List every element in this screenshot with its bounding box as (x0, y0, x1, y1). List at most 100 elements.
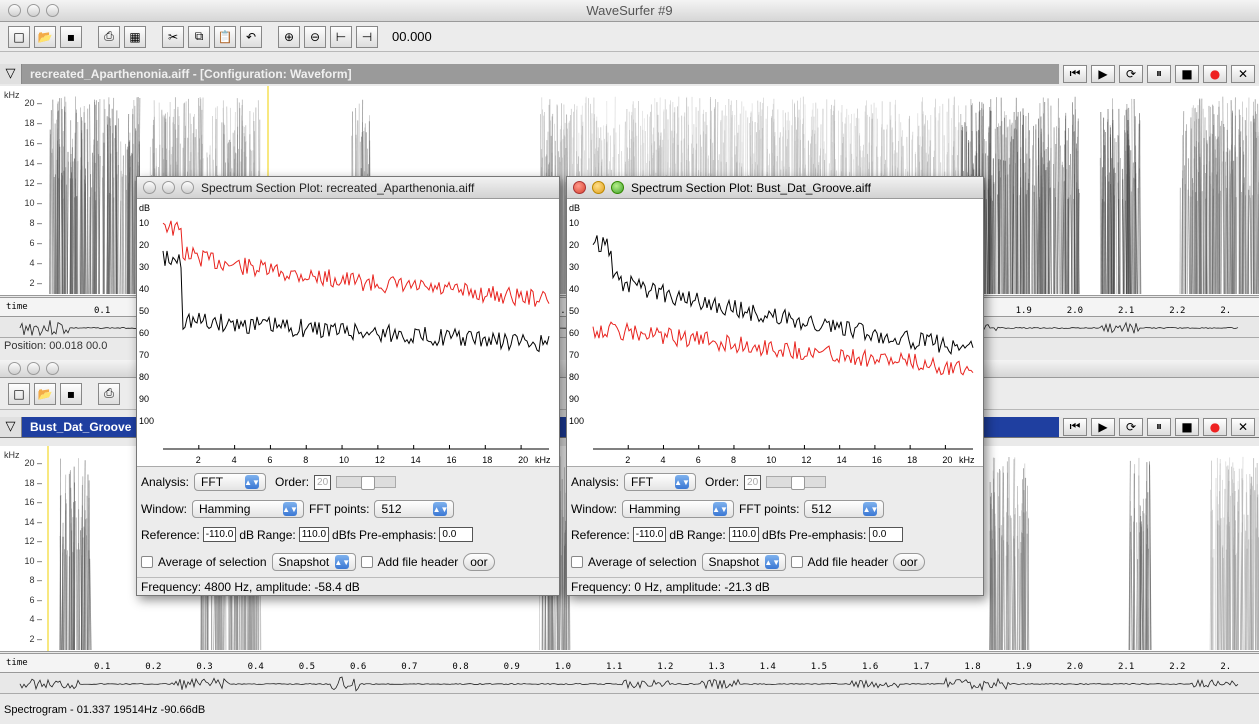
snapshot-select[interactable]: Snapshot ▲▼ (701, 553, 786, 571)
preemphasis-field[interactable]: 0.0 (439, 527, 474, 542)
zoom-light-icon[interactable] (611, 181, 624, 194)
add-header-checkbox[interactable] (790, 556, 803, 568)
undo-icon[interactable]: ↶ (240, 25, 262, 48)
time-axis-track2: time 0.1 0.2 0.3 0.4 0.5 0.6 0.7 0.8 0.9 1.0 1.1 1.… (0, 653, 1259, 673)
open-folder-icon[interactable]: 📂 (34, 382, 56, 405)
minimize-light-icon[interactable] (27, 4, 40, 17)
close-light-icon[interactable] (8, 4, 21, 17)
new-file-icon[interactable]: □ (8, 25, 30, 48)
order-slider[interactable] (336, 476, 397, 490)
reference-field[interactable]: -110.0 (632, 527, 667, 542)
average-checkbox[interactable] (571, 556, 583, 568)
minimize-light-icon[interactable] (592, 181, 605, 194)
order-field[interactable]: 20 (314, 474, 332, 490)
spectrum-plot-2[interactable]: dB 10 20 30 40 50 60 70 80 90 100 2 4 6 8 10 12 14 16 18 20 k… (567, 199, 983, 467)
spectrum-plot-1[interactable]: dB 10 20 30 40 50 60 70 80 90 100 2 4 6 8 10 12 14 16 18 20 k… (137, 199, 559, 467)
close-track-icon[interactable]: ✕ (1231, 64, 1255, 83)
record-icon[interactable]: ● (1203, 417, 1227, 436)
window-select[interactable]: Hamming ▲▼ (622, 500, 735, 518)
window-select[interactable]: Hamming ▲▼ (192, 500, 305, 518)
save-icon[interactable]: ▪ (60, 382, 82, 405)
range-field[interactable]: 110.0 (298, 527, 330, 542)
spectrogram-stroke (563, 543, 566, 651)
spectrogram-stroke (121, 176, 124, 295)
zoom-out-icon[interactable]: ⊖ (304, 25, 326, 48)
print-icon[interactable]: ⎙ (98, 25, 120, 48)
spectrogram-stroke (1213, 114, 1216, 295)
copy-icon[interactable]: ⧉ (188, 25, 210, 48)
close-light-icon[interactable] (8, 362, 21, 375)
spectrogram-stroke (1142, 531, 1145, 651)
print-icon[interactable]: ⎙ (98, 382, 120, 405)
minimize-light-icon[interactable] (162, 181, 175, 194)
preemphasis-field[interactable]: 0.0 (869, 527, 904, 542)
rewind-icon[interactable]: ⏮ (1063, 417, 1087, 436)
minimize-light-icon[interactable] (27, 362, 40, 375)
spectrogram-stroke (1073, 114, 1076, 295)
snapshot-select[interactable]: Snapshot ▲▼ (271, 553, 356, 571)
new-file-icon[interactable]: □ (8, 382, 30, 405)
order-slider[interactable] (766, 476, 827, 490)
record-icon[interactable]: ● (1203, 64, 1227, 83)
close-light-icon[interactable] (573, 181, 586, 194)
spectrogram-stroke (128, 132, 131, 295)
spectrogram-stroke (89, 558, 92, 651)
zoom-light-icon[interactable] (46, 4, 59, 17)
play-loop-icon[interactable]: ⟳ (1119, 64, 1143, 83)
analysis-select[interactable]: FFT ▲▼ (624, 473, 697, 491)
spectrogram-stroke (1216, 171, 1218, 295)
waveform-overview-track2[interactable] (0, 674, 1259, 694)
stop-icon[interactable]: ■ (1175, 64, 1199, 83)
pause-icon[interactable]: ⏸ (1147, 417, 1171, 436)
time-tick-label: 0.1 (94, 306, 111, 316)
spectrogram-stroke (1009, 124, 1012, 295)
collapse-triangle-icon[interactable]: ▽ (0, 63, 22, 84)
zoom-light-icon[interactable] (181, 181, 194, 194)
range-field[interactable]: 110.0 (728, 527, 760, 542)
zoom-to-selection-icon[interactable]: ⊢ (330, 25, 352, 48)
stop-icon[interactable]: ■ (1175, 417, 1199, 436)
save-icon[interactable]: ▪ (60, 25, 82, 48)
snapshot-spectrum-curve (162, 220, 550, 307)
chevron-down-icon: ▲▼ (244, 475, 260, 489)
order-field[interactable]: 20 (744, 474, 762, 490)
spectrogram-stroke (122, 155, 124, 295)
play-icon[interactable]: ▶ (1091, 64, 1115, 83)
x-tick-label: 18 (482, 455, 492, 465)
spectrogram-stroke (1225, 524, 1228, 651)
add-header-checkbox[interactable] (360, 556, 373, 568)
spectrogram-stroke (1185, 124, 1187, 295)
export-button[interactable]: oor (463, 553, 495, 571)
close-light-icon[interactable] (143, 181, 156, 194)
spectrogram-stroke (1195, 147, 1198, 295)
analysis-select[interactable]: FFT ▲▼ (194, 473, 267, 491)
spectrogram-stroke (1106, 175, 1109, 295)
reference-field[interactable]: -110.0 (202, 527, 237, 542)
close-track-icon[interactable]: ✕ (1231, 417, 1255, 436)
play-icon[interactable]: ▶ (1091, 417, 1115, 436)
paste-icon[interactable]: 📋 (214, 25, 236, 48)
zoom-in-icon[interactable]: ⊕ (278, 25, 300, 48)
spectrogram-stroke (1115, 142, 1118, 295)
properties-icon[interactable]: ▦ (124, 25, 146, 48)
zoom-light-icon[interactable] (46, 362, 59, 375)
time-tick-label: 2. (1220, 662, 1232, 672)
collapse-triangle-icon[interactable]: ▽ (0, 416, 22, 437)
rewind-icon[interactable]: ⏮ (1063, 64, 1087, 83)
spectrogram-stroke (1009, 119, 1012, 295)
open-folder-icon[interactable]: 📂 (34, 25, 56, 48)
average-checkbox[interactable] (141, 556, 153, 568)
fft-points-select[interactable]: 512 ▲▼ (804, 500, 885, 518)
pause-icon[interactable]: ⏸ (1147, 64, 1171, 83)
freq-tick-label: 2 – (29, 634, 42, 644)
play-loop-icon[interactable]: ⟳ (1119, 417, 1143, 436)
time-tick-label: 2.2 (1169, 306, 1186, 316)
zoom-full-icon[interactable]: ⊣ (356, 25, 378, 48)
spectrogram-stroke (51, 152, 54, 295)
spectrogram-stroke (1218, 106, 1220, 295)
export-button[interactable]: oor (893, 553, 925, 571)
fft-points-select[interactable]: 512 ▲▼ (374, 500, 455, 518)
spectrogram-stroke (563, 545, 565, 651)
cut-icon[interactable]: ✂ (162, 25, 184, 48)
fft-points-value: 512 (811, 502, 832, 516)
